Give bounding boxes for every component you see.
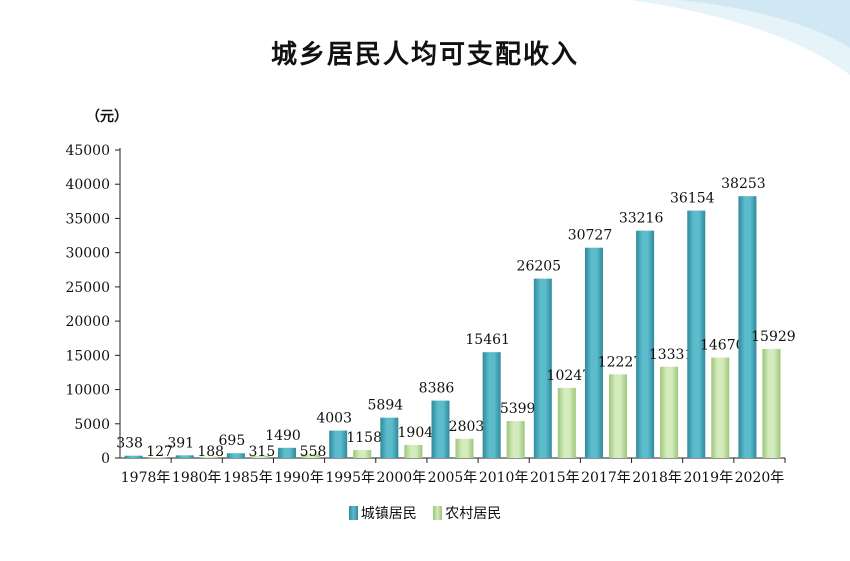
data-label-urban: 8386: [419, 381, 455, 397]
bar-rural: [711, 357, 730, 458]
data-label-urban: 30727: [568, 228, 613, 244]
legend-item-urban: 城镇居民: [348, 503, 417, 523]
bar-urban: [584, 247, 603, 458]
y-tick-label: 25000: [65, 280, 110, 296]
data-label-urban: 695: [219, 433, 246, 449]
data-label-rural: 127: [146, 444, 173, 460]
data-label-rural: 188: [197, 444, 224, 460]
bar-rural: [404, 444, 423, 458]
legend: 城镇居民 农村居民: [0, 503, 850, 523]
x-tick-label: 1978年: [121, 470, 171, 486]
data-label-urban: 26205: [517, 259, 562, 275]
corner-decoration: [630, 0, 850, 75]
bar-urban: [226, 453, 245, 458]
legend-swatch-rural: [433, 506, 443, 520]
data-label-urban: 1490: [265, 428, 301, 444]
x-tick-label: 2020年: [735, 470, 785, 486]
bar-urban: [329, 430, 348, 458]
bar-rural: [353, 450, 372, 458]
bar-rural: [302, 454, 321, 458]
x-tick-label: 1995年: [325, 470, 375, 486]
x-tick-label: 2017年: [581, 470, 631, 486]
x-tick-label: 2015年: [530, 470, 580, 486]
bar-urban: [687, 210, 706, 458]
data-label-rural: 10247: [547, 368, 592, 384]
bar-urban: [175, 455, 194, 458]
data-label-rural: 5399: [500, 401, 536, 417]
data-label-rural: 558: [300, 444, 327, 460]
y-axis-unit-label: （元）: [86, 109, 128, 125]
y-tick-label: 0: [101, 451, 110, 467]
x-tick-label: 2018年: [632, 470, 682, 486]
data-label-urban: 33216: [619, 211, 664, 227]
chart-title: 城乡居民人均可支配收入: [270, 40, 579, 70]
data-label-rural: 15929: [751, 329, 796, 345]
data-label-rural: 12227: [598, 354, 643, 370]
legend-swatch-urban: [348, 506, 358, 520]
data-label-rural: 1158: [346, 430, 382, 446]
y-tick-label: 15000: [65, 348, 110, 364]
bar-urban: [431, 400, 450, 458]
bar-urban: [278, 447, 297, 458]
data-label-urban: 38253: [721, 176, 766, 192]
bar-urban: [482, 352, 501, 458]
data-label-rural: 14670: [700, 338, 745, 354]
bar-rural: [455, 438, 474, 458]
data-label-rural: 1904: [398, 425, 434, 441]
y-tick-label: 45000: [65, 143, 110, 159]
bar-rural: [506, 421, 525, 458]
data-label-urban: 36154: [670, 191, 715, 207]
legend-label-urban: 城镇居民: [360, 506, 417, 522]
data-label-rural: 315: [249, 444, 276, 460]
bar-rural: [250, 455, 269, 458]
x-tick-label: 2010年: [479, 470, 529, 486]
bar-rural: [762, 348, 781, 458]
x-tick-label: 1980年: [172, 470, 222, 486]
bar-urban: [636, 230, 655, 458]
data-label-urban: 5894: [368, 398, 404, 414]
bar-urban: [380, 417, 399, 458]
y-tick-label: 35000: [65, 211, 110, 227]
legend-label-rural: 农村居民: [445, 506, 502, 522]
x-tick-label: 1990年: [274, 470, 324, 486]
data-label-urban: 338: [116, 436, 143, 452]
y-tick-label: 30000: [65, 246, 110, 262]
legend-item-rural: 农村居民: [433, 503, 501, 523]
bar-urban: [124, 455, 143, 458]
bar-rural: [608, 374, 627, 458]
data-label-rural: 2803: [449, 419, 485, 435]
bar-rural: [148, 457, 167, 459]
y-tick-label: 20000: [65, 314, 110, 330]
data-label-urban: 4003: [316, 411, 352, 427]
bar-rural: [660, 366, 679, 458]
data-label-urban: 15461: [465, 332, 510, 348]
data-label-urban: 391: [167, 435, 194, 451]
y-tick-label: 40000: [65, 177, 110, 193]
y-tick-label: 5000: [74, 417, 110, 433]
x-tick-label: 2005年: [428, 470, 478, 486]
x-tick-label: 2019年: [683, 470, 733, 486]
bar-rural: [199, 456, 218, 458]
x-tick-label: 2000年: [377, 470, 427, 486]
bar-urban: [533, 278, 552, 458]
bar-urban: [738, 196, 757, 458]
x-tick-label: 1985年: [223, 470, 273, 486]
data-label-rural: 13331: [649, 347, 694, 363]
y-tick-label: 10000: [65, 383, 110, 399]
bar-rural: [557, 387, 576, 458]
